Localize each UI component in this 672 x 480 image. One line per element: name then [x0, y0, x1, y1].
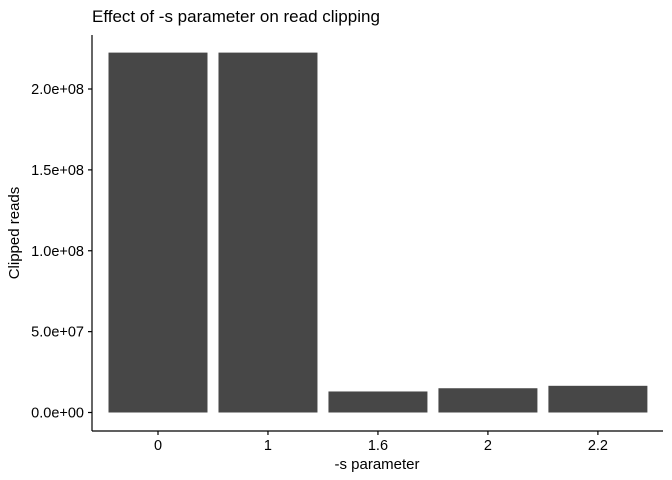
x-axis-title: -s parameter: [334, 456, 419, 473]
y-tick-label: 1.5e+08: [31, 163, 84, 179]
bar-0: [108, 52, 208, 413]
y-tick-label: 0.0e+00: [31, 406, 84, 422]
y-axis-title: Clipped reads: [6, 187, 23, 280]
y-tick-label: 1.0e+08: [31, 244, 84, 260]
x-tick-label: 0: [154, 438, 162, 454]
x-axis-ticks: 0 1 1.6 2 2.2: [154, 431, 608, 454]
x-tick-label: 1: [264, 438, 272, 454]
bar-2.2: [548, 385, 648, 413]
chart-title: Effect of -s parameter on read clipping: [92, 7, 380, 26]
x-tick-label: 2.2: [588, 438, 608, 454]
bar-1: [218, 52, 318, 413]
x-tick-label: 1.6: [368, 438, 388, 454]
x-tick-label: 2: [484, 438, 492, 454]
y-tick-label: 2.0e+08: [31, 82, 84, 98]
y-tick-label: 5.0e+07: [31, 325, 84, 341]
y-axis-ticks: 0.0e+00 5.0e+07 1.0e+08 1.5e+08 2.0e+08: [31, 82, 92, 422]
bar-1.6: [328, 391, 428, 413]
bars-group: [108, 52, 648, 413]
bar-2: [438, 388, 538, 413]
